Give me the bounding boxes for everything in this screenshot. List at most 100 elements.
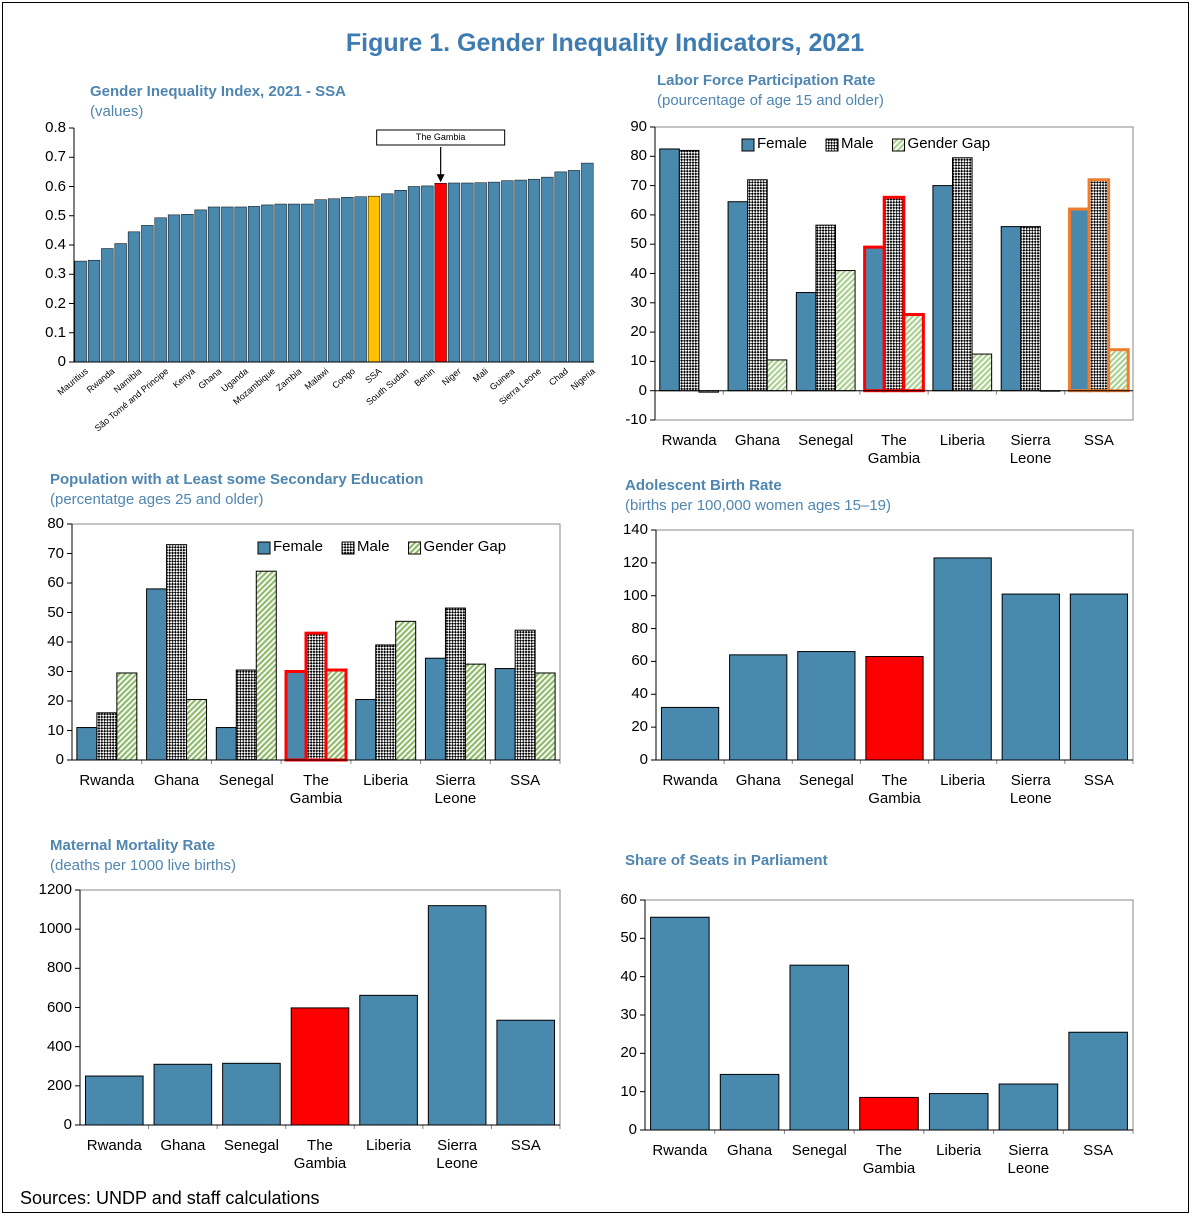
x-tick-label: Ghana bbox=[160, 1137, 206, 1154]
bar bbox=[301, 203, 314, 363]
bar bbox=[127, 231, 141, 363]
x-tick-label: Ghana bbox=[735, 772, 781, 789]
x-tick-label: The Gambia bbox=[868, 772, 921, 807]
y-tick-label: 90 bbox=[630, 118, 647, 135]
bar bbox=[359, 994, 418, 1126]
bar bbox=[882, 195, 906, 393]
bar bbox=[567, 170, 581, 363]
bar bbox=[727, 201, 749, 392]
y-tick-label: 0.4 bbox=[45, 236, 66, 253]
bar bbox=[660, 706, 720, 761]
chart-subtitle: (pourcentage of age 15 and older) bbox=[657, 92, 884, 109]
bar bbox=[76, 727, 98, 761]
bar bbox=[444, 607, 466, 761]
x-tick-label: The Gambia bbox=[293, 1137, 347, 1172]
bar bbox=[194, 209, 207, 363]
bar bbox=[789, 964, 850, 1131]
y-tick-label: 10 bbox=[47, 721, 64, 739]
bar bbox=[1068, 1031, 1128, 1131]
y-tick-label: 80 bbox=[47, 515, 64, 532]
bar bbox=[314, 199, 327, 363]
bar bbox=[84, 1075, 144, 1126]
y-tick-label: 20 bbox=[620, 1044, 637, 1062]
bar bbox=[287, 203, 301, 363]
bar bbox=[181, 214, 194, 363]
chart-subtitle: (percentatge ages 25 and older) bbox=[50, 491, 264, 508]
bar bbox=[1087, 178, 1111, 393]
y-tick-label: 0.3 bbox=[45, 265, 66, 283]
bar bbox=[235, 669, 257, 761]
x-tick-label: Rwanda bbox=[86, 1137, 142, 1154]
x-tick-label: Liberia bbox=[363, 772, 409, 789]
bar bbox=[141, 225, 154, 363]
annotation: The Gambia bbox=[415, 132, 466, 142]
legend-label: Female bbox=[757, 135, 808, 152]
bar bbox=[815, 224, 837, 392]
bar bbox=[421, 185, 434, 363]
y-tick-label: 10 bbox=[620, 1082, 637, 1100]
y-tick-label: 40 bbox=[47, 633, 64, 650]
x-tick-label: SSA bbox=[1083, 432, 1114, 449]
bar bbox=[354, 196, 367, 363]
bar bbox=[795, 292, 817, 392]
x-tick-label: Rwanda bbox=[662, 772, 718, 789]
x-tick-label: SSA bbox=[510, 1137, 541, 1154]
x-tick-label: Ghana bbox=[727, 1142, 773, 1159]
y-tick-label: 60 bbox=[631, 652, 648, 670]
bar bbox=[255, 570, 277, 761]
legend-swatch bbox=[408, 541, 422, 555]
y-tick-label: 0.2 bbox=[45, 294, 66, 312]
bar bbox=[766, 359, 788, 392]
bar bbox=[951, 157, 973, 392]
x-tick-label: Senegal bbox=[218, 772, 274, 789]
bar bbox=[261, 204, 274, 363]
bar bbox=[207, 206, 221, 363]
bar bbox=[1020, 226, 1041, 392]
bar bbox=[284, 670, 308, 762]
bar bbox=[859, 1096, 919, 1131]
bar bbox=[933, 557, 992, 761]
x-tick-label: Senegal bbox=[791, 1142, 847, 1159]
x-tick-label: Senegal bbox=[798, 432, 854, 449]
bar bbox=[367, 195, 381, 363]
x-tick-label: Liberia bbox=[939, 432, 985, 449]
y-tick-label: 0 bbox=[638, 381, 647, 399]
bar bbox=[407, 186, 421, 363]
y-tick-label: 100 bbox=[622, 586, 648, 604]
x-tick-label: The Gambia bbox=[862, 1142, 916, 1177]
y-tick-label: 30 bbox=[630, 293, 647, 311]
chart-title: Adolescent Birth Rate bbox=[625, 477, 782, 494]
bar bbox=[998, 1083, 1059, 1131]
bar bbox=[116, 672, 138, 761]
bar bbox=[461, 182, 474, 363]
y-tick-label: 20 bbox=[630, 323, 647, 341]
bar bbox=[494, 668, 516, 761]
bar bbox=[797, 651, 856, 761]
bar bbox=[1001, 593, 1060, 761]
y-tick-label: 0.7 bbox=[45, 148, 66, 166]
y-tick-label: 400 bbox=[46, 1037, 72, 1055]
y-tick-label: 40 bbox=[631, 685, 648, 703]
y-tick-label: 50 bbox=[47, 603, 64, 621]
bar bbox=[221, 206, 234, 363]
bar bbox=[304, 631, 328, 762]
bar bbox=[395, 620, 417, 761]
bar bbox=[341, 197, 354, 363]
y-tick-label: 40 bbox=[630, 264, 647, 282]
y-tick-label: 0 bbox=[57, 353, 66, 370]
bar bbox=[87, 259, 101, 363]
y-tick-label: 0 bbox=[628, 1121, 637, 1138]
bar bbox=[1067, 207, 1091, 393]
bar bbox=[534, 672, 556, 761]
bar bbox=[101, 248, 114, 363]
x-tick-label: Liberia bbox=[940, 772, 986, 789]
y-tick-label: 70 bbox=[630, 176, 647, 194]
legend-swatch bbox=[892, 138, 906, 152]
y-tick-label: 1200 bbox=[38, 881, 72, 898]
x-tick-label: SSA bbox=[1083, 772, 1114, 789]
chart-subtitle: (deaths per 1000 live births) bbox=[50, 857, 236, 874]
x-tick-label: The Gambia bbox=[289, 772, 343, 807]
x-tick-label: Rwanda bbox=[79, 772, 135, 789]
y-tick-label: 0.8 bbox=[45, 119, 66, 136]
y-tick-label: 0.6 bbox=[45, 177, 66, 195]
